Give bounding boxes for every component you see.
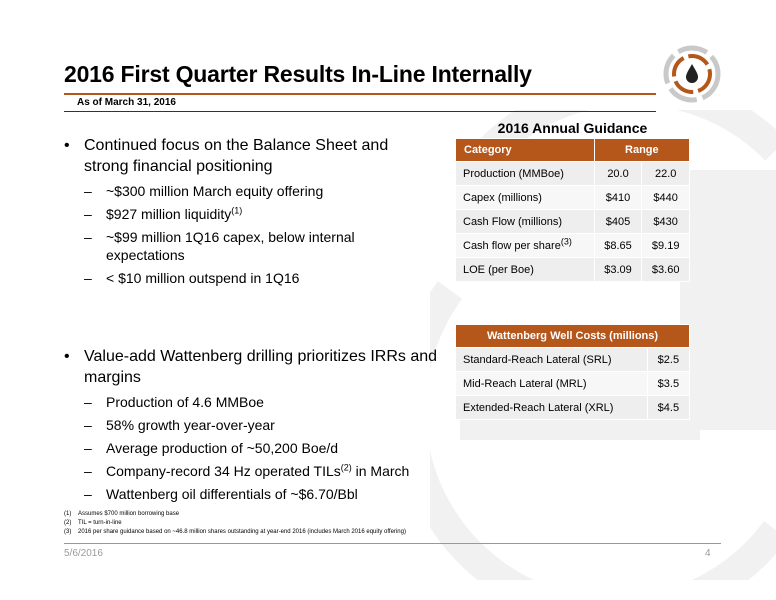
footnote-number: (2) xyxy=(64,520,72,526)
row-value: $2.5 xyxy=(646,347,691,372)
bullet-group-wattenberg: Value-add Wattenberg drilling prioritize… xyxy=(64,346,439,508)
footnote: (1) Assumes $700 million borrowing base xyxy=(64,510,406,519)
subtitle-underline xyxy=(64,111,656,112)
sub-bullet: ~$300 million March equity offering xyxy=(64,182,424,200)
bullet-main: Continued focus on the Balance Sheet and… xyxy=(64,135,424,177)
sub-bullet-suffix: in March xyxy=(351,463,410,479)
row-label: Standard-Reach Lateral (SRL) xyxy=(455,347,648,372)
sub-bullet: Average production of ~50,200 Boe/d xyxy=(64,439,439,457)
footnote-text: TIL = turn-in-line xyxy=(78,520,122,526)
footer-divider xyxy=(64,543,721,544)
guidance-title: 2016 Annual Guidance xyxy=(497,120,648,136)
sub-bullet: 58% growth year-over-year xyxy=(64,416,439,434)
sub-bullet: Company-record 34 Hz operated TILs(2) in… xyxy=(64,462,439,480)
sub-bullet: < $10 million outspend in 1Q16 xyxy=(64,269,424,287)
footnote-number: (1) xyxy=(64,511,72,517)
page-title: 2016 First Quarter Results In-Line Inter… xyxy=(64,61,532,87)
footnote-number: (3) xyxy=(64,529,72,535)
bullet-group-balance-sheet: Continued focus on the Balance Sheet and… xyxy=(64,135,424,292)
sub-bullet-text: Company-record 34 Hz operated TILs xyxy=(106,463,341,479)
title-underline xyxy=(64,93,656,95)
table-header-row: Wattenberg Well Costs (millions) xyxy=(455,324,690,348)
row-value: $3.5 xyxy=(646,371,691,396)
row-value: $4.5 xyxy=(646,395,691,420)
range-low: $410 xyxy=(593,185,643,210)
row-label: Mid-Reach Lateral (MRL) xyxy=(455,371,648,396)
footer-date: 5/6/2016 xyxy=(64,548,103,559)
footnote-text: 2016 per share guidance based on ~46.8 m… xyxy=(78,529,406,535)
range-high: 22.0 xyxy=(641,161,690,186)
table-row: Mid-Reach Lateral (MRL) $3.5 xyxy=(455,371,691,396)
table-row: Cash Flow (millions) $405 $430 xyxy=(455,209,690,234)
column-header-category: Category xyxy=(455,138,595,162)
footnote-ref: (3) xyxy=(560,235,572,246)
range-low: 20.0 xyxy=(593,161,643,186)
footnotes: (1) Assumes $700 million borrowing base (… xyxy=(64,510,406,537)
row-label: Cash flow per share xyxy=(463,239,561,252)
column-header-range: Range xyxy=(593,138,691,162)
table-row: Cash flow per share(3) $8.65 $9.19 xyxy=(455,233,690,258)
guidance-table: Category Range Production (MMBoe) 20.0 2… xyxy=(455,138,691,282)
range-high: $430 xyxy=(641,209,690,234)
table-header-row: Category Range xyxy=(455,138,691,162)
footnote-ref: (2) xyxy=(340,462,352,473)
footnote: (3) 2016 per share guidance based on ~46.… xyxy=(64,528,406,537)
row-label: Extended-Reach Lateral (XRL) xyxy=(455,395,648,420)
sub-bullet: Wattenberg oil differentials of ~$6.70/B… xyxy=(64,485,439,503)
range-high: $3.60 xyxy=(641,257,690,282)
row-label-cell: Cash flow per share(3) xyxy=(455,233,595,258)
well-costs-title: Wattenberg Well Costs (millions) xyxy=(455,324,690,348)
footnote-ref: (1) xyxy=(231,205,243,216)
table-row: Standard-Reach Lateral (SRL) $2.5 xyxy=(455,347,691,372)
row-label: Cash Flow (millions) xyxy=(455,209,595,234)
sub-bullet-text: $927 million liquidity xyxy=(106,206,232,222)
table-row: Production (MMBoe) 20.0 22.0 xyxy=(455,161,690,186)
row-label: LOE (per Boe) xyxy=(455,257,595,282)
sub-bullet: ~$99 million 1Q16 capex, below internal … xyxy=(64,228,424,264)
footnote-text: Assumes $700 million borrowing base xyxy=(78,511,180,517)
page-number: 4 xyxy=(705,548,711,559)
table-row: LOE (per Boe) $3.09 $3.60 xyxy=(455,257,690,282)
company-logo-icon xyxy=(663,45,721,103)
range-high: $9.19 xyxy=(641,233,690,258)
row-label: Production (MMBoe) xyxy=(455,161,595,186)
well-costs-table: Wattenberg Well Costs (millions) Standar… xyxy=(455,324,691,420)
range-low: $3.09 xyxy=(593,257,643,282)
bullet-main: Value-add Wattenberg drilling prioritize… xyxy=(64,346,439,388)
row-label: Capex (millions) xyxy=(455,185,595,210)
footnote: (2) TIL = turn-in-line xyxy=(64,519,406,528)
sub-bullet: Production of 4.6 MMBoe xyxy=(64,393,439,411)
range-high: $440 xyxy=(641,185,690,210)
range-low: $405 xyxy=(593,209,643,234)
range-low: $8.65 xyxy=(593,233,643,258)
table-row: Capex (millions) $410 $440 xyxy=(455,185,690,210)
table-row: Extended-Reach Lateral (XRL) $4.5 xyxy=(455,395,691,420)
page-subtitle: As of March 31, 2016 xyxy=(77,97,176,108)
sub-bullet: $927 million liquidity(1) xyxy=(64,205,424,223)
